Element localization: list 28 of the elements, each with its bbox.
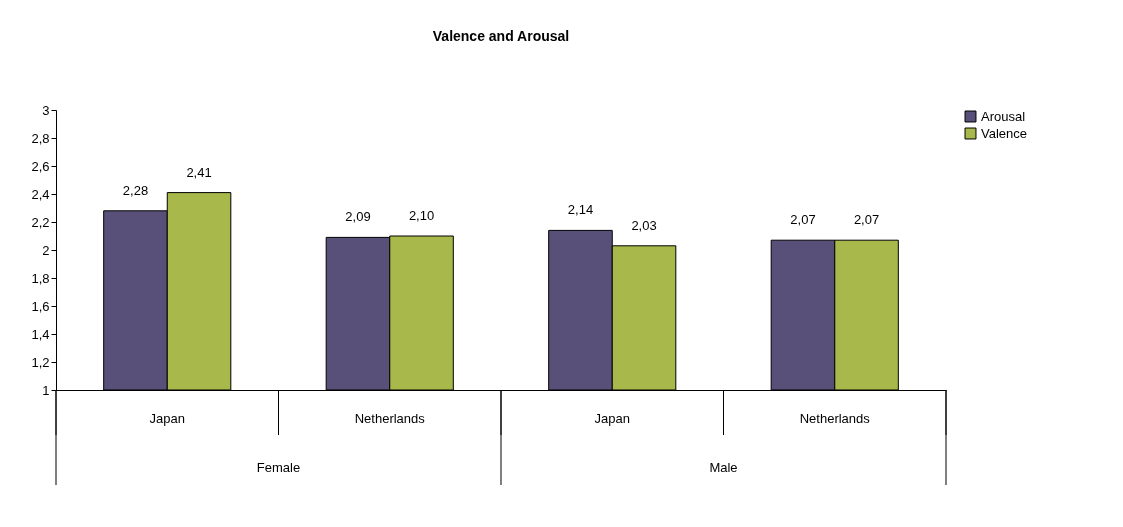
y-tick-label: 2,2: [31, 214, 50, 230]
data-label: 2,03: [631, 217, 657, 233]
y-tick-label: 1,2: [31, 354, 50, 370]
y-tick-label: 2,8: [31, 130, 50, 146]
data-label: 2,07: [853, 212, 880, 228]
y-tick-label: 2,6: [31, 158, 50, 174]
data-label: 2,09: [345, 209, 371, 225]
legend-label: Arousal: [981, 108, 1026, 124]
data-label: 2,10: [408, 208, 435, 223]
y-tick-label: 3: [42, 102, 50, 118]
y-tick-label: 2,4: [31, 186, 50, 202]
y-tick-label: 2: [42, 242, 50, 258]
y-tick-label: 1: [42, 382, 50, 398]
y-tick-label: 1,6: [31, 298, 50, 314]
legend-label: Valence: [981, 125, 1028, 141]
data-label: 2,14: [567, 202, 594, 218]
data-label: 2,28: [122, 182, 149, 198]
x-tick-label: Netherlands: [799, 410, 871, 426]
y-tick-label: 1,8: [31, 270, 50, 286]
data-label: 2,41: [186, 164, 212, 180]
x-tick-label: Netherlands: [354, 410, 426, 426]
chart-title: Valence and Arousal: [432, 28, 570, 44]
text: Female: [256, 460, 301, 475]
x-tick-label: Japan: [594, 410, 630, 426]
data-label: 2,07: [790, 212, 816, 228]
y-tick-label: 1,4: [31, 326, 50, 342]
x-tick-label: Japan: [149, 410, 185, 426]
text: Male: [709, 460, 738, 475]
